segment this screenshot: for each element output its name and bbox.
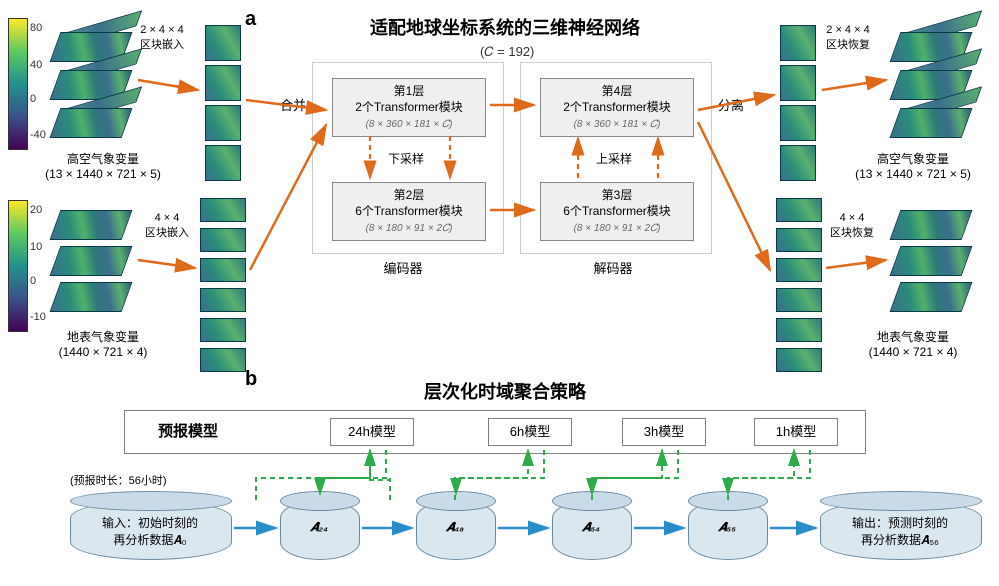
l3-t: 第3层 xyxy=(547,187,687,203)
cyl-input: 输入：初始时刻的 再分析数据𝑨₀ xyxy=(70,500,230,558)
layer4-block: 第4层 2个Transformer模块 (8 × 360 × 181 × 𝐶) xyxy=(540,78,694,137)
up-label: 上采样 xyxy=(596,150,632,167)
l4-t: 第4层 xyxy=(547,83,687,99)
model-3h: 3h模型 xyxy=(622,418,706,446)
c-note: (𝐶 = 192) xyxy=(480,44,534,60)
cyl-output-text: 输出：预测时刻的 再分析数据𝑨̂₅₆ xyxy=(820,514,980,548)
split-label: 分离 xyxy=(718,95,744,114)
upper-dims-left: (13 × 1440 × 721 × 5) xyxy=(18,167,188,181)
panel-b-marker: b xyxy=(245,368,257,391)
l1-m: 2个Transformer模块 xyxy=(339,99,479,115)
l2-d: (8 × 180 × 91 × 2𝐶) xyxy=(366,223,453,234)
cyl-a54: 𝑨̂₅₄ xyxy=(552,500,630,558)
encoder-label: 编码器 xyxy=(368,258,438,277)
l3-m: 6个Transformer模块 xyxy=(547,203,687,219)
upper-caption-left: 高空气象变量 xyxy=(38,150,168,167)
surface-caption-right: 地表气象变量 xyxy=(848,328,978,345)
surface-dims-left: (1440 × 721 × 4) xyxy=(38,345,168,359)
layer3-block: 第3层 6个Transformer模块 (8 × 180 × 91 × 2𝐶) xyxy=(540,182,694,241)
l4-d: (8 × 360 × 181 × 𝐶) xyxy=(574,119,661,130)
cyl-a55: 𝑨̂₅₅ xyxy=(688,500,766,558)
lead-time: (预报时长：56小时) xyxy=(70,472,167,488)
layer1-block: 第1层 2个Transformer模块 (8 × 360 × 181 × 𝐶) xyxy=(332,78,486,137)
panel-b-title: 层次化时域聚合策略 xyxy=(424,378,586,404)
upper-dims-right: (13 × 1440 × 721 × 5) xyxy=(828,167,998,181)
colorbar-upper: 80 40 0 -40 xyxy=(8,18,26,148)
cb2-tick-0: 20 xyxy=(30,204,42,216)
embed-lower-right: 4 × 4 区块恢复 xyxy=(830,212,874,240)
l2-m: 6个Transformer模块 xyxy=(339,203,479,219)
embed-upper-left: 2 × 4 × 4 区块嵌入 xyxy=(140,24,184,52)
embed-upper-right: 2 × 4 × 4 区块恢复 xyxy=(826,24,870,52)
layer2-block: 第2层 6个Transformer模块 (8 × 180 × 91 × 2𝐶) xyxy=(332,182,486,241)
surface-caption-left: 地表气象变量 xyxy=(38,328,168,345)
model-24h: 24h模型 xyxy=(330,418,414,446)
cyl-a55-text: 𝑨̂₅₅ xyxy=(688,520,766,535)
model-6h: 6h模型 xyxy=(488,418,572,446)
model-1h: 1h模型 xyxy=(754,418,838,446)
forecast-model-label: 预报模型 xyxy=(158,420,218,441)
decoder-label: 解码器 xyxy=(578,258,648,277)
cyl-a48-text: 𝑨̂₄₈ xyxy=(416,520,494,535)
embed-lower-left: 4 × 4 区块嵌入 xyxy=(145,212,189,240)
panel-a-marker: a xyxy=(245,8,256,31)
cb2-tick-2: 0 xyxy=(30,275,36,287)
cyl-output: 输出：预测时刻的 再分析数据𝑨̂₅₆ xyxy=(820,500,980,558)
l1-d: (8 × 360 × 181 × 𝐶) xyxy=(366,119,453,130)
colorbar-lower: 20 10 0 -10 xyxy=(8,200,26,330)
cyl-a48: 𝑨̂₄₈ xyxy=(416,500,494,558)
cyl-a24-text: 𝑨̂₂₄ xyxy=(280,520,358,535)
cyl-a24: 𝑨̂₂₄ xyxy=(280,500,358,558)
merge-label: 合并 xyxy=(280,95,306,114)
panel-a-title: 适配地球坐标系统的三维神经网络 xyxy=(370,14,640,40)
cyl-a54-text: 𝑨̂₅₄ xyxy=(552,520,630,535)
cyl-input-text: 输入：初始时刻的 再分析数据𝑨₀ xyxy=(70,514,230,548)
l1-t: 第1层 xyxy=(339,83,479,99)
l3-d: (8 × 180 × 91 × 2𝐶) xyxy=(574,223,661,234)
l2-t: 第2层 xyxy=(339,187,479,203)
surface-dims-right: (1440 × 721 × 4) xyxy=(848,345,978,359)
cb1-tick-0: 80 xyxy=(30,22,42,34)
down-label: 下采样 xyxy=(388,150,424,167)
cb2-tick-3: -10 xyxy=(30,311,46,323)
cb2-tick-1: 10 xyxy=(30,241,42,253)
cb1-tick-2: 0 xyxy=(30,93,36,105)
l4-m: 2个Transformer模块 xyxy=(547,99,687,115)
upper-caption-right: 高空气象变量 xyxy=(848,150,978,167)
cb1-tick-1: 40 xyxy=(30,59,42,71)
cb1-tick-3: -40 xyxy=(30,129,46,141)
